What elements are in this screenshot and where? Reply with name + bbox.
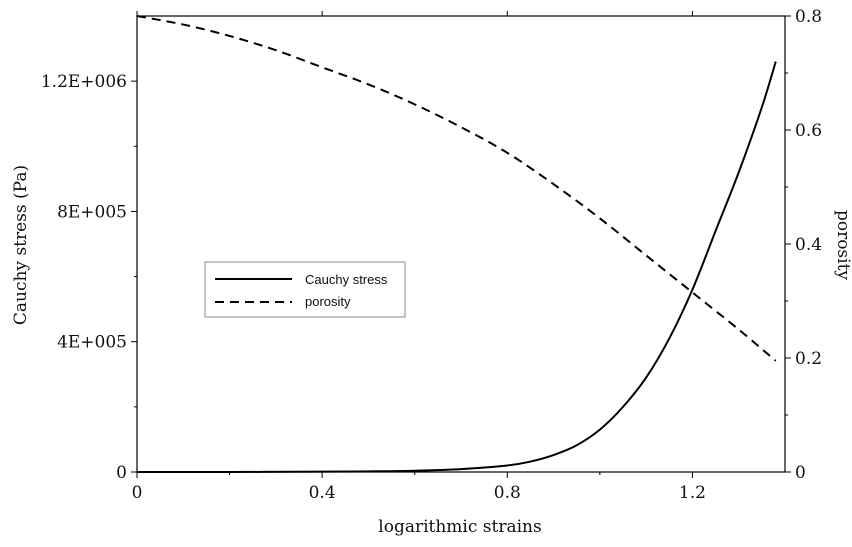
y2-tick-label: 0.4 (795, 235, 822, 255)
x-tick-label: 0 (132, 483, 143, 503)
ticks-layer: 0 0.4 0.8 1.2 0 4E+005 8E+005 1.2E+006 0 0.2 0.4 0.… (41, 7, 822, 503)
series-line-cauchy-stress (136, 61, 777, 474)
y-tick-label: 8E+005 (57, 202, 127, 222)
series-layer (136, 15, 777, 474)
y-tick-label: 4E+005 (57, 333, 127, 353)
x-tick-label: 0.8 (494, 483, 521, 503)
legend: Cauchy stress porosity (204, 261, 406, 318)
x-axis-title: logarithmic strains (378, 517, 541, 537)
y-tick-label: 0 (116, 463, 127, 483)
y2-tick-label: 0.6 (795, 121, 822, 141)
y2-tick-label: 0.2 (795, 349, 822, 369)
y2-axis-title: porosity (833, 210, 852, 280)
series-line-porosity (136, 15, 777, 362)
y2-tick-label: 0.8 (795, 7, 822, 27)
legend-box (204, 261, 406, 318)
y2-tick-label: 0 (795, 463, 806, 483)
x-tick-label: 1.2 (679, 483, 706, 503)
y-axis-title: Cauchy stress (Pa) (11, 165, 31, 325)
x-tick-label: 0.4 (309, 483, 336, 503)
legend-label-cauchy-stress: Cauchy stress (305, 272, 388, 287)
legend-label-porosity: porosity (305, 294, 351, 309)
y-tick-label: 1.2E+006 (41, 72, 127, 92)
